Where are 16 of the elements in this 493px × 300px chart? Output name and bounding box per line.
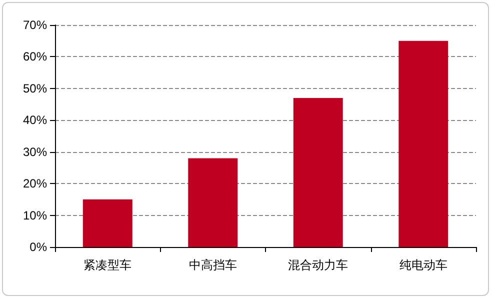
bar	[398, 40, 448, 247]
x-tick-label: 混合动力车	[288, 258, 348, 272]
bar	[188, 158, 238, 247]
y-tick-label: 40%	[22, 113, 48, 128]
y-tick-label: 10%	[22, 208, 48, 222]
bar	[82, 199, 132, 247]
x-tick-label: 紧凑型车	[84, 258, 132, 272]
y-tick-label: 50%	[22, 81, 48, 96]
x-tick-label: 纯电动车	[399, 258, 448, 272]
x-tick-label: 中高挡车	[188, 258, 237, 272]
y-tick-label: 70%	[22, 18, 48, 32]
bar	[293, 98, 343, 247]
y-tick-label: 30%	[22, 144, 48, 159]
y-tick-label: 0%	[30, 240, 48, 254]
y-tick-label: 60%	[22, 50, 48, 64]
y-tick-label: 20%	[22, 176, 48, 191]
